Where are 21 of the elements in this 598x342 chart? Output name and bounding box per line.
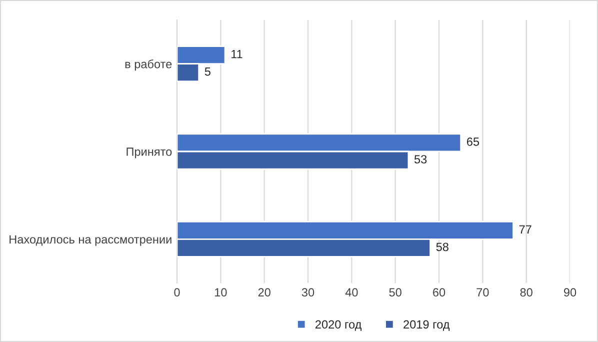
- x-tick-label: 30: [302, 288, 314, 297]
- legend-label: 2020 год: [316, 320, 362, 331]
- data-label: 5: [204, 68, 210, 76]
- data-label: 77: [519, 225, 532, 234]
- x-tick-label: 90: [564, 288, 576, 297]
- legend-label: 2019 год: [404, 320, 450, 331]
- y-tick-label: Принято: [126, 148, 172, 158]
- x-tick-label: 50: [389, 288, 402, 297]
- x-tick-label: 40: [345, 288, 358, 297]
- data-label: 11: [231, 50, 242, 58]
- x-tick-label: 70: [476, 288, 489, 297]
- x-tick-label: 0: [174, 288, 180, 297]
- data-label: 65: [466, 138, 480, 146]
- x-tick-label: 10: [215, 288, 227, 297]
- data-label: 53: [414, 155, 427, 164]
- y-tick-label: в работе: [125, 60, 172, 71]
- x-tick-label: 20: [258, 288, 270, 297]
- x-tick-label: 80: [520, 288, 532, 297]
- x-tick-label: 60: [433, 288, 446, 297]
- y-tick-label: Находилось на рассмотрении: [10, 235, 172, 246]
- data-label: 58: [436, 242, 448, 252]
